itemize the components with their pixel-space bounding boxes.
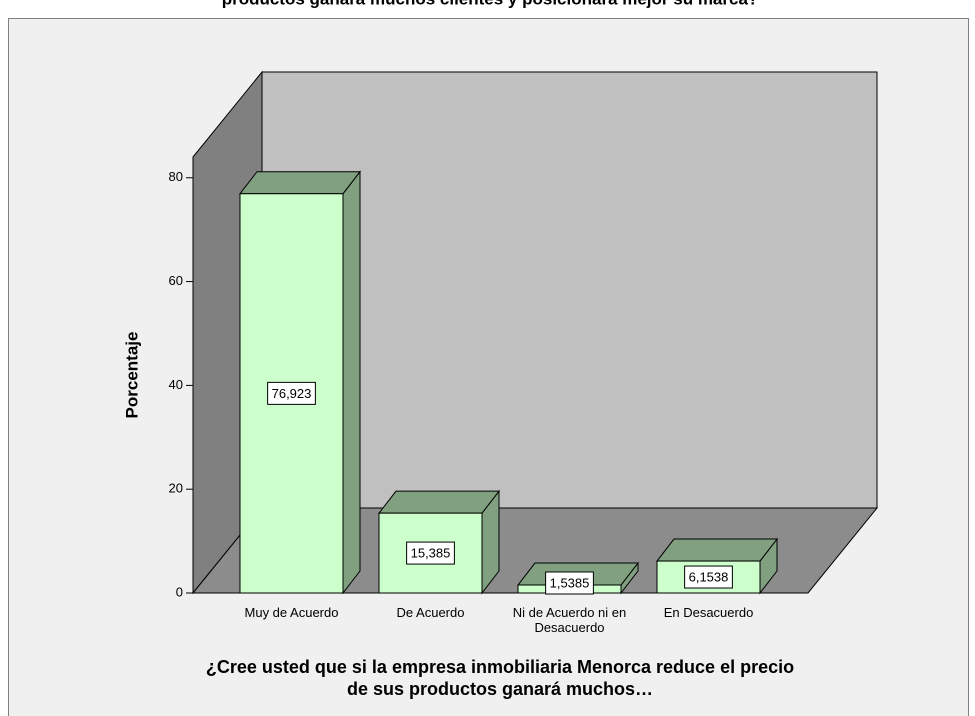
chart-title: productos ganará muchos clientes y posic… xyxy=(222,0,759,8)
value-label: 1,5385 xyxy=(550,575,590,590)
value-label-box xyxy=(267,381,316,405)
x-axis-label: ¿Cree usted que si la empresa inmobiliar… xyxy=(205,657,795,699)
bar-top xyxy=(655,538,779,562)
x-tick-label: Ni de Acuerdo ni en Desacuerdo xyxy=(512,605,627,635)
value-label-box xyxy=(545,571,594,595)
y-tick-label: 80 xyxy=(169,169,183,184)
y-axis-label: Porcentaje xyxy=(122,332,141,419)
y-tick-label: 20 xyxy=(169,481,183,496)
value-label-box xyxy=(406,541,455,565)
value-label-box xyxy=(684,565,733,589)
bar-side xyxy=(342,170,361,595)
value-label: 6,1538 xyxy=(689,569,729,584)
y-tick-label: 40 xyxy=(169,377,183,392)
x-tick-label: Muy de Acuerdo xyxy=(244,605,339,620)
x-tick-label: De Acuerdo xyxy=(396,605,465,620)
bar-top xyxy=(238,171,362,195)
x-tick-label: En Desacuerdo xyxy=(663,605,754,620)
value-label: 76,923 xyxy=(272,386,312,401)
bar-top xyxy=(377,490,501,514)
y-tick-label: 0 xyxy=(176,584,183,599)
y-tick-label: 60 xyxy=(169,273,183,288)
value-label: 15,385 xyxy=(411,546,451,561)
